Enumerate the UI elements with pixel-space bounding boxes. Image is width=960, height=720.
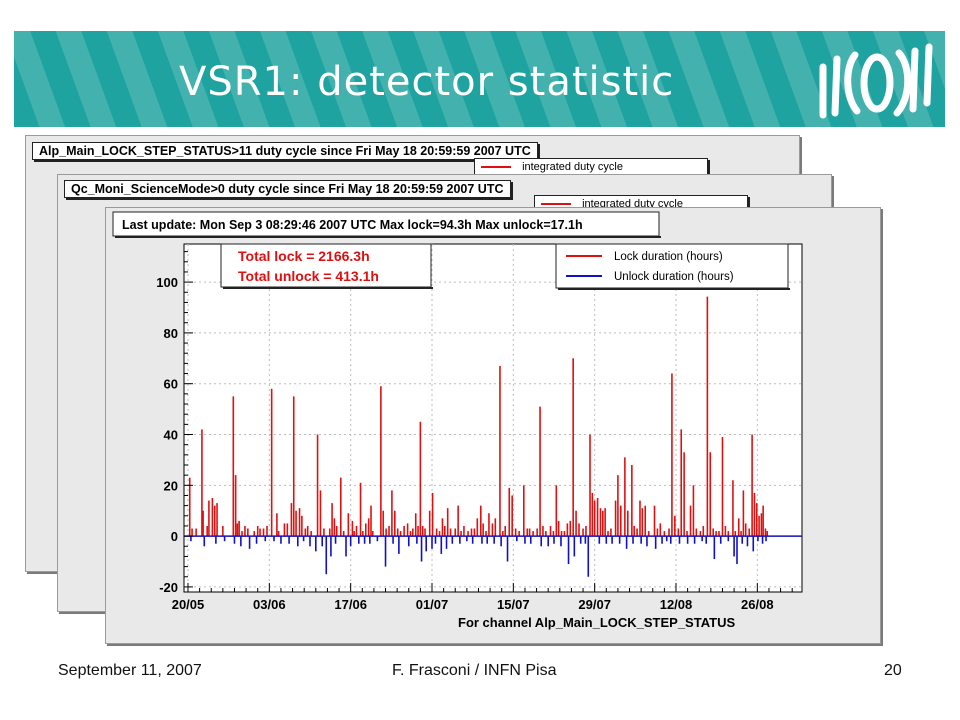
y-tick-label: 100: [156, 275, 178, 290]
back-panel-2-title: Qc_Moni_ScienceMode>0 duty cycle since F…: [64, 180, 511, 198]
footer-author: F. Frasconi / INFN Pisa: [392, 662, 557, 679]
totals-box: [220, 243, 432, 288]
back-panel-1-title: Alp_Main_LOCK_STEP_STATUS>11 duty cycle …: [32, 142, 538, 160]
plot-area: [183, 243, 803, 593]
x-tick-label: 15/07: [497, 597, 530, 612]
total-unlock-label: Total unlock = 413.1h: [238, 268, 379, 284]
page-number: 20: [884, 662, 902, 679]
legend-line-marker: [541, 203, 571, 206]
x-tick-label: 17/06: [334, 597, 367, 612]
y-tick-label: 20: [164, 478, 178, 493]
channel-label: For channel Alp_Main_LOCK_STEP_STATUS: [458, 615, 735, 630]
x-tick-label: 20/05: [172, 597, 205, 612]
header-box-shadow: [115, 236, 661, 238]
title-banner: VSR1: detector statistic: [14, 31, 945, 127]
y-tick-label: 40: [164, 428, 178, 443]
slide-title: VSR1: detector statistic: [179, 59, 675, 105]
legend-line-marker: [481, 166, 511, 169]
back-panel-1-legend: integrated duty cycle: [474, 158, 708, 176]
y-axis-ticks: -20 0 20 40 60 80 100: [156, 251, 193, 595]
y-tick-label: 80: [164, 326, 178, 341]
header-box: [112, 211, 660, 237]
x-tick-label: 26/08: [741, 597, 774, 612]
banner-stripes: [14, 31, 945, 127]
data-bars: [188, 296, 769, 577]
footer-date: September 11, 2007: [58, 662, 202, 679]
legend-unlock-label: Unlock duration (hours): [614, 271, 734, 283]
virgo-logo-icon: [819, 43, 933, 119]
x-tick-label: 29/07: [578, 597, 611, 612]
legend-box-shadow: [558, 288, 790, 290]
total-lock-label: Total lock = 2166.3h: [238, 248, 370, 264]
totals-box-shadow: [223, 287, 433, 289]
x-tick-label: 01/07: [416, 597, 449, 612]
front-plot-panel: Last update: Mon Sep 3 08:29:46 2007 UTC…: [105, 207, 881, 644]
x-tick-label: 12/08: [660, 597, 693, 612]
legend-lock-label: Lock duration (hours): [614, 251, 723, 263]
back-panel-1-legend-label: integrated duty cycle: [522, 161, 623, 173]
y-tick-label: -20: [159, 580, 178, 595]
x-axis-ticks: 20/05 03/06 17/06 01/07 15/07 29/07 12/08 26/08: [172, 583, 793, 612]
chart-header: Last update: Mon Sep 3 08:29:46 2007 UTC…: [122, 218, 583, 232]
legend-box: [555, 243, 789, 289]
lock-duration-chart: Last update: Mon Sep 3 08:29:46 2007 UTC…: [112, 211, 803, 630]
y-tick-label: 60: [164, 377, 178, 392]
y-tick-label: 0: [171, 529, 178, 544]
x-tick-label: 03/06: [253, 597, 286, 612]
